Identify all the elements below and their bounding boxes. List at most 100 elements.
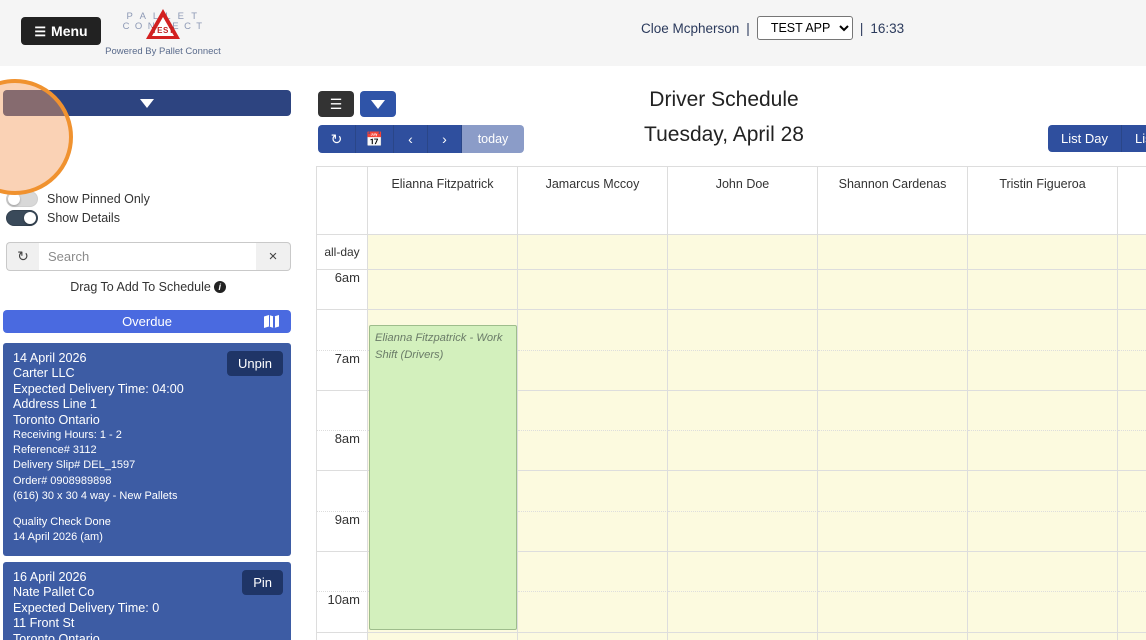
time-slot-cell[interactable] (968, 511, 1118, 553)
map-icon[interactable] (264, 315, 279, 328)
time-slot-cell[interactable] (818, 350, 968, 391)
time-slot-cell[interactable] (668, 270, 818, 311)
time-slot-cell-half[interactable] (1118, 632, 1146, 640)
time-slot-cell-half[interactable] (668, 471, 818, 512)
refresh-icon[interactable]: ↻ (318, 125, 356, 153)
today-button[interactable]: today (462, 125, 524, 153)
time-slot-cell[interactable] (668, 431, 818, 472)
time-slot-cell-half[interactable] (1118, 471, 1146, 512)
warning-triangle-inner (152, 17, 174, 36)
time-slot-cell-half[interactable] (518, 310, 668, 351)
time-slot-cell[interactable] (368, 270, 518, 311)
time-slot-cell-half[interactable] (818, 471, 968, 512)
toggle-switch-pinned[interactable] (6, 191, 38, 207)
column-header-driver[interactable] (1118, 167, 1146, 235)
pin-button[interactable]: Pin (242, 570, 283, 595)
time-slot-cell[interactable] (518, 511, 668, 553)
search-input[interactable] (39, 242, 256, 271)
chevron-left-icon[interactable]: ‹ (394, 125, 428, 153)
time-slot-cell-half[interactable] (1118, 552, 1146, 593)
toggle-switch-details[interactable] (6, 210, 38, 226)
calendar-menu-button[interactable]: ☰ (318, 91, 354, 117)
time-slot-cell[interactable] (968, 592, 1118, 633)
card-address-line: 11 Front St (13, 616, 75, 631)
time-slot-cell-half[interactable] (968, 471, 1118, 512)
all-day-cell[interactable] (968, 235, 1118, 270)
app-select[interactable]: TEST APP (756, 16, 853, 40)
all-day-cell[interactable] (518, 235, 668, 270)
time-slot-cell-half[interactable] (518, 552, 668, 593)
card-delivery-time: Expected Delivery Time: 0 (13, 600, 160, 615)
time-slot-cell[interactable] (818, 270, 968, 311)
time-slot-cell[interactable] (518, 592, 668, 633)
calendar-event[interactable]: Elianna Fitzpatrick - Work Shift (Driver… (369, 325, 517, 630)
time-slot-cell-half[interactable] (968, 310, 1118, 351)
chevron-right-icon[interactable]: › (428, 125, 462, 153)
refresh-icon[interactable]: ↻ (6, 242, 39, 271)
sidebar-filter-bar[interactable] (3, 90, 291, 120)
calendar-filter-button[interactable] (360, 91, 396, 121)
time-slot-cell[interactable] (968, 350, 1118, 391)
time-slot-cell-half[interactable] (1118, 310, 1146, 351)
time-slot-cell[interactable] (1118, 592, 1146, 633)
time-slot-cell[interactable] (518, 270, 668, 311)
time-slot-cell-half[interactable] (518, 390, 668, 432)
column-header-driver[interactable]: Elianna Fitzpatrick (368, 167, 518, 235)
time-slot-cell[interactable] (968, 431, 1118, 472)
column-header-driver[interactable]: Shannon Cardenas (818, 167, 968, 235)
time-slot-cell-half[interactable] (518, 471, 668, 512)
all-day-cell[interactable] (368, 235, 518, 270)
toggle-show-details[interactable]: Show Details (6, 210, 120, 226)
time-slot-cell-half[interactable] (668, 552, 818, 593)
time-slot-cell-half[interactable] (668, 632, 818, 640)
time-slot-cell[interactable] (1118, 270, 1146, 311)
time-slot-cell-half[interactable] (818, 390, 968, 432)
all-day-cell[interactable] (668, 235, 818, 270)
time-slot-cell-half[interactable] (968, 552, 1118, 593)
time-slot-cell[interactable] (1118, 350, 1146, 391)
time-slot-cell-half[interactable] (968, 390, 1118, 432)
card-delivery-slip: Delivery Slip# DEL_1597 (13, 459, 136, 472)
unpin-button[interactable]: Unpin (227, 351, 283, 376)
time-slot-cell[interactable] (1118, 431, 1146, 472)
time-slot-cell-half[interactable] (818, 310, 968, 351)
time-slot-cell[interactable] (518, 431, 668, 472)
calendar-icon[interactable]: 📅 (356, 125, 394, 153)
time-slot-cell[interactable] (668, 592, 818, 633)
column-header-driver[interactable]: Tristin Figueroa (968, 167, 1118, 235)
time-slot-cell-half[interactable] (1118, 390, 1146, 432)
time-slot-cell-half[interactable] (668, 310, 818, 351)
view-button-list-week[interactable]: List Week (1121, 125, 1146, 152)
calendar-view-switcher: List Day List Week (1048, 125, 1146, 152)
time-slot-cell-half[interactable] (368, 632, 518, 640)
time-slot-cell[interactable] (1118, 511, 1146, 553)
time-slot-cell[interactable] (668, 511, 818, 553)
column-header-driver[interactable]: Jamarcus Mccoy (518, 167, 668, 235)
list-item[interactable]: Pin 16 April 2026 Nate Pallet Co Expecte… (3, 562, 291, 640)
time-slot-cell-half[interactable] (818, 552, 968, 593)
drag-hint: Drag To Add To Schedule i (0, 280, 296, 294)
time-slot-cell[interactable] (518, 350, 668, 391)
time-slot-cell-half[interactable] (968, 632, 1118, 640)
time-slot-cell[interactable] (818, 592, 968, 633)
time-slot-label: 7am (317, 350, 368, 391)
column-header-driver[interactable]: John Doe (668, 167, 818, 235)
time-slot-cell-half[interactable] (518, 632, 668, 640)
toggle-show-pinned-only[interactable]: Show Pinned Only (6, 191, 150, 207)
time-slot-cell[interactable] (818, 511, 968, 553)
info-icon[interactable]: i (213, 281, 226, 293)
filter-funnel-icon (371, 99, 385, 121)
all-day-cell[interactable] (818, 235, 968, 270)
list-item[interactable]: Unpin 14 April 2026 Carter LLC Expected … (3, 343, 291, 556)
close-x-icon[interactable]: × (256, 242, 291, 271)
time-slot-cell[interactable] (818, 431, 968, 472)
time-slot-cell[interactable] (968, 270, 1118, 311)
time-slot-label: 9am (317, 511, 368, 553)
time-slot-cell[interactable] (668, 350, 818, 391)
view-button-list-day[interactable]: List Day (1048, 125, 1122, 152)
overdue-section-header[interactable]: Overdue (3, 310, 291, 333)
menu-button[interactable]: ☰ Menu (21, 17, 101, 45)
all-day-cell[interactable] (1118, 235, 1146, 270)
time-slot-cell-half[interactable] (818, 632, 968, 640)
time-slot-cell-half[interactable] (668, 390, 818, 432)
